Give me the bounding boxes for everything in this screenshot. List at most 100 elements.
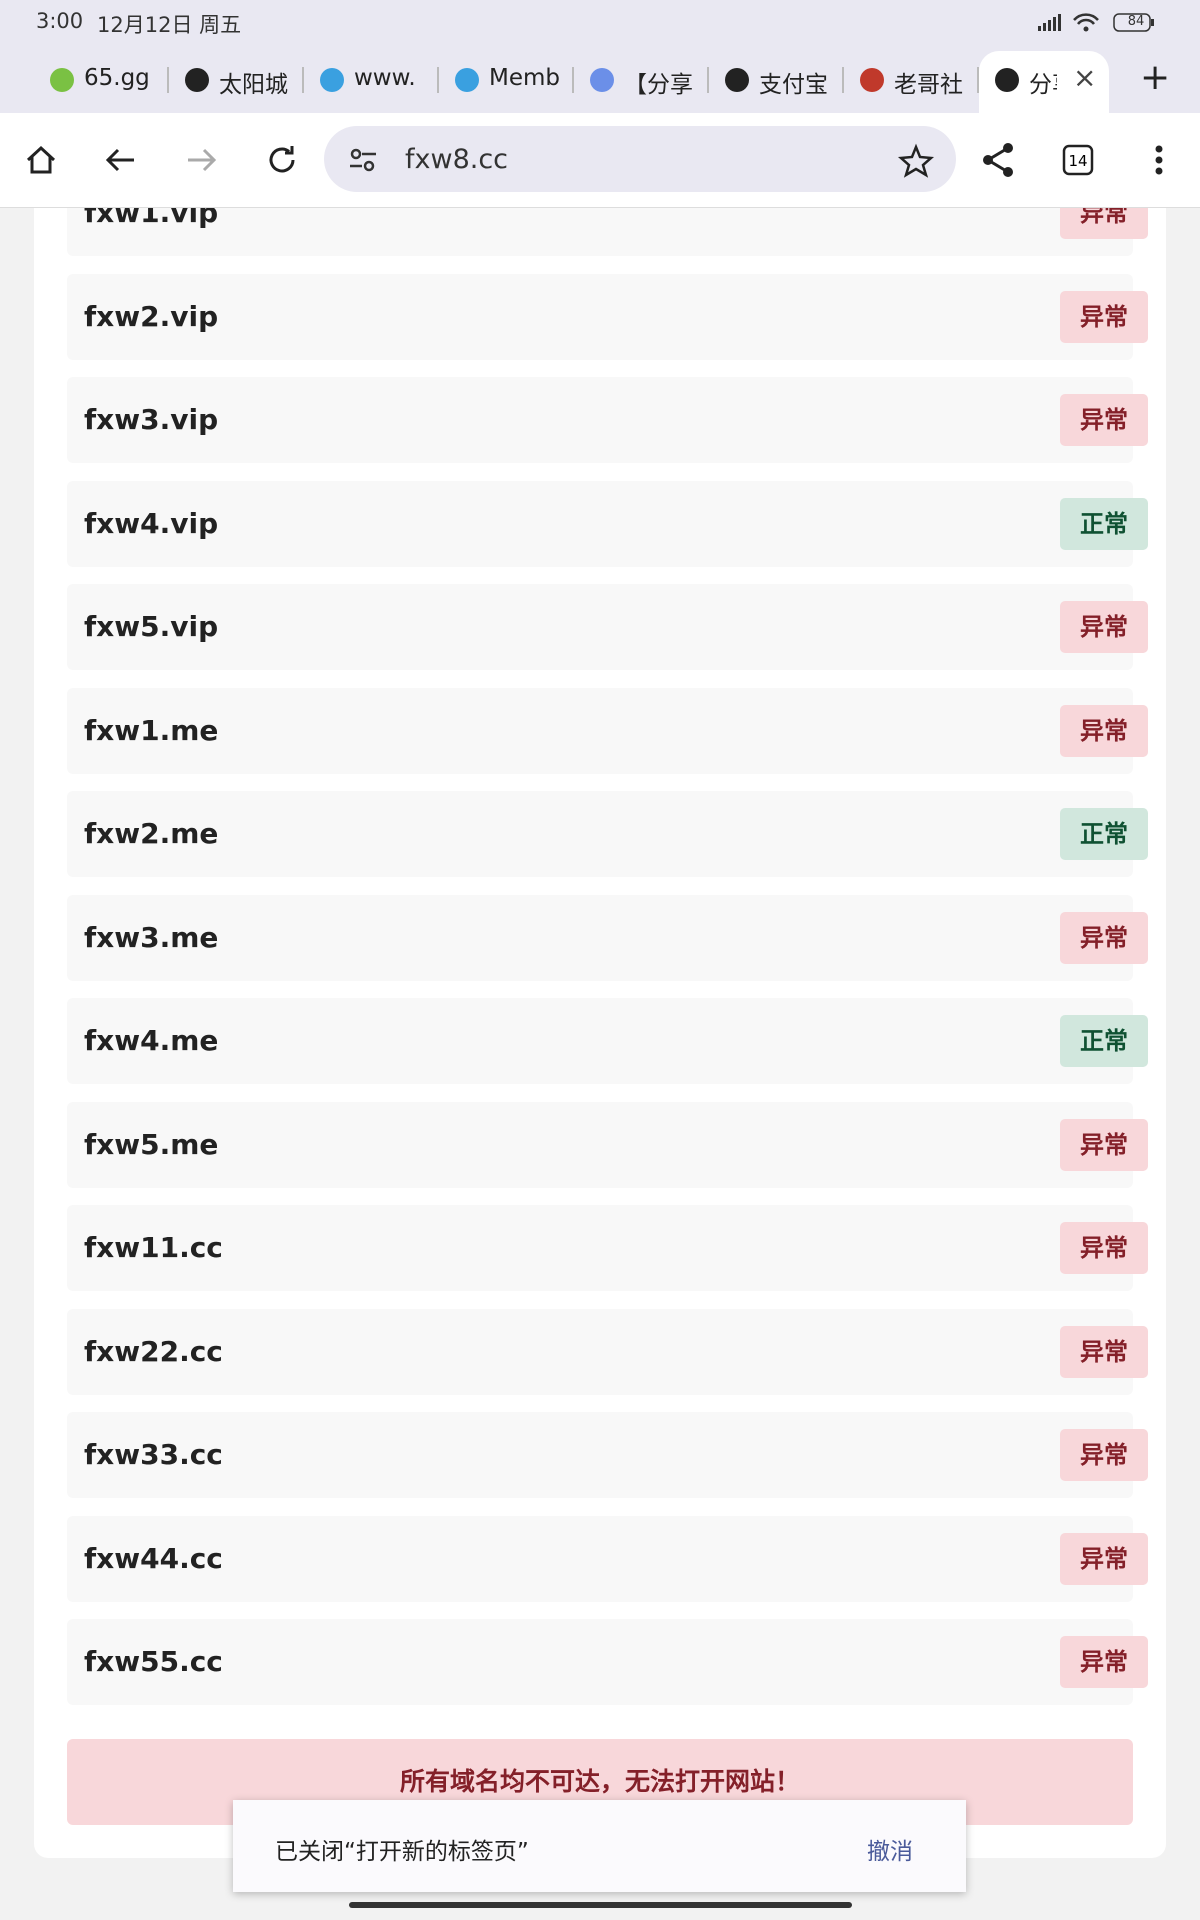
browser-tab[interactable]: 【分享 <box>574 51 709 107</box>
battery: 84 <box>1127 14 1145 29</box>
browser-tab[interactable]: 太阳城 <box>169 51 304 107</box>
domain-row: fxw2.vip 异常 <box>67 273 1148 360</box>
reload-button[interactable] <box>269 147 295 173</box>
domain-row: fxw1.vip 异常 <box>67 208 1148 256</box>
tab-title: www. <box>354 65 416 91</box>
domain-card: 所有域名均不可达，无法打开网站！ fxw1.vip 异常 fxw2.vip 异常 fxw… <box>34 208 1166 1858</box>
tab-favicon <box>455 68 479 92</box>
domain-row: fxw4.vip 正常 <box>67 480 1148 567</box>
status-badge: 异常 <box>1060 394 1148 446</box>
tab-title: 【分享 <box>624 72 693 98</box>
domain-row: fxw11.cc 异常 <box>67 1205 1148 1291</box>
tab-separator <box>572 67 574 93</box>
status-badge: 异常 <box>1060 1532 1148 1585</box>
tab-favicon <box>50 68 74 92</box>
tab-title: Memb <box>489 65 559 91</box>
forward-button[interactable] <box>188 148 217 172</box>
status-badge: 异常 <box>1060 1636 1148 1688</box>
status-badge: 异常 <box>1060 1429 1148 1481</box>
tab-favicon <box>995 68 1019 92</box>
domain-row: fxw5.me 异常 <box>67 1101 1148 1188</box>
status-badge: 正常 <box>1060 497 1148 550</box>
home-indicator <box>349 1902 852 1908</box>
status-badge: 异常 <box>1060 1222 1148 1274</box>
date: 12月12日 周五 <box>97 13 242 37</box>
status-badge: 异常 <box>1060 1325 1148 1378</box>
tab-title: 老哥社 <box>894 72 963 98</box>
tab-separator <box>977 67 979 93</box>
browser-tab[interactable]: 分享 × <box>979 51 1109 113</box>
domain-name: fxw2.vip <box>84 299 219 333</box>
toolbar-icons <box>26 126 1163 192</box>
domain-name: fxw44.cc <box>84 1541 223 1575</box>
back-button[interactable] <box>105 148 134 172</box>
tab-title: 分享 <box>1029 72 1057 98</box>
tab-switcher[interactable] <box>1062 144 1094 176</box>
tab-separator <box>842 67 844 93</box>
tab-favicon <box>860 68 884 92</box>
domain-name: fxw2.me <box>84 817 219 850</box>
address-bar[interactable] <box>324 126 956 192</box>
tab-separator <box>167 67 169 93</box>
domain-name: fxw1.me <box>84 713 219 747</box>
domain-name: fxw3.vip <box>84 403 219 436</box>
domain-name: fxw33.cc <box>84 1438 223 1471</box>
browser-tab[interactable]: 65.gg <box>34 51 169 107</box>
domain-row: fxw1.me 异常 <box>67 687 1148 774</box>
bookmark-button[interactable] <box>897 143 935 178</box>
tab-title: 支付宝 <box>759 72 828 98</box>
undo-button[interactable]: 撤消 <box>867 1839 913 1865</box>
browser-tab[interactable]: 支付宝 <box>709 51 844 107</box>
domain-name: fxw5.me <box>84 1127 219 1161</box>
status-badge: 异常 <box>1060 704 1148 757</box>
toast-message: 已关闭“打开新的标签页” <box>275 1839 529 1865</box>
status-badge: 异常 <box>1060 208 1148 239</box>
menu-button[interactable] <box>1155 145 1163 175</box>
status-bar: 3:00 12月12日 周五 84 <box>0 0 1200 45</box>
home-button[interactable] <box>26 145 56 174</box>
status-icons <box>1038 13 1154 32</box>
tab-separator <box>302 67 304 93</box>
status-badge: 异常 <box>1060 1118 1148 1171</box>
time: 3:00 <box>36 9 84 33</box>
domain-name: fxw1.vip <box>84 208 219 229</box>
page-content: 所有域名均不可达，无法打开网站！ fxw1.vip 异常 fxw2.vip 异常 fxw… <box>0 208 1200 1920</box>
close-tab[interactable]: × <box>1073 61 1097 94</box>
domain-row: fxw3.vip 异常 <box>67 377 1148 463</box>
domain-row: fxw33.cc 异常 <box>67 1412 1148 1498</box>
domain-row: fxw22.cc 异常 <box>67 1308 1148 1395</box>
browser-tab[interactable]: 老哥社 <box>844 51 979 107</box>
domain-name: fxw4.me <box>84 1024 219 1057</box>
status-badge: 异常 <box>1060 911 1148 964</box>
share-button[interactable] <box>983 143 1013 177</box>
url[interactable]: fxw8.cc <box>405 144 509 175</box>
toast: 已关闭“打开新的标签页” 撤消 <box>233 1800 966 1892</box>
tab-title: 65.gg <box>84 65 150 91</box>
domain-row: fxw2.me 正常 <box>67 791 1148 877</box>
domain-row: fxw4.me 正常 <box>67 998 1148 1084</box>
domain-name: fxw4.vip <box>84 506 219 540</box>
tab-favicon <box>725 68 749 92</box>
toolbar: fxw8.cc 14 <box>0 113 1200 208</box>
status-badge: 正常 <box>1060 808 1148 860</box>
domain-row: fxw55.cc 异常 <box>67 1619 1148 1705</box>
domain-row: fxw44.cc 异常 <box>67 1515 1148 1602</box>
status-badge: 异常 <box>1060 601 1148 653</box>
domain-row: fxw3.me 异常 <box>67 894 1148 981</box>
tab-favicon <box>590 68 614 92</box>
tab-separator <box>707 67 709 93</box>
domain-name: fxw3.me <box>84 920 219 954</box>
browser-tab[interactable]: www. <box>304 51 439 107</box>
status-badge: 正常 <box>1060 1015 1148 1067</box>
tab-strip: + 65.gg 太阳城 www. Memb 【分享 支付宝 老哥社 分享 × <box>0 45 1200 113</box>
status-badge: 异常 <box>1060 290 1148 343</box>
tab-favicon <box>320 68 344 92</box>
browser-tab[interactable]: Memb <box>439 51 574 107</box>
tab-title: 太阳城 <box>219 72 288 98</box>
tab-favicon <box>185 68 209 92</box>
domain-name: fxw55.cc <box>84 1645 223 1678</box>
domain-row: fxw5.vip 异常 <box>67 584 1148 670</box>
new-tab-button[interactable]: + <box>1140 57 1171 98</box>
domain-name: fxw5.vip <box>84 610 219 643</box>
